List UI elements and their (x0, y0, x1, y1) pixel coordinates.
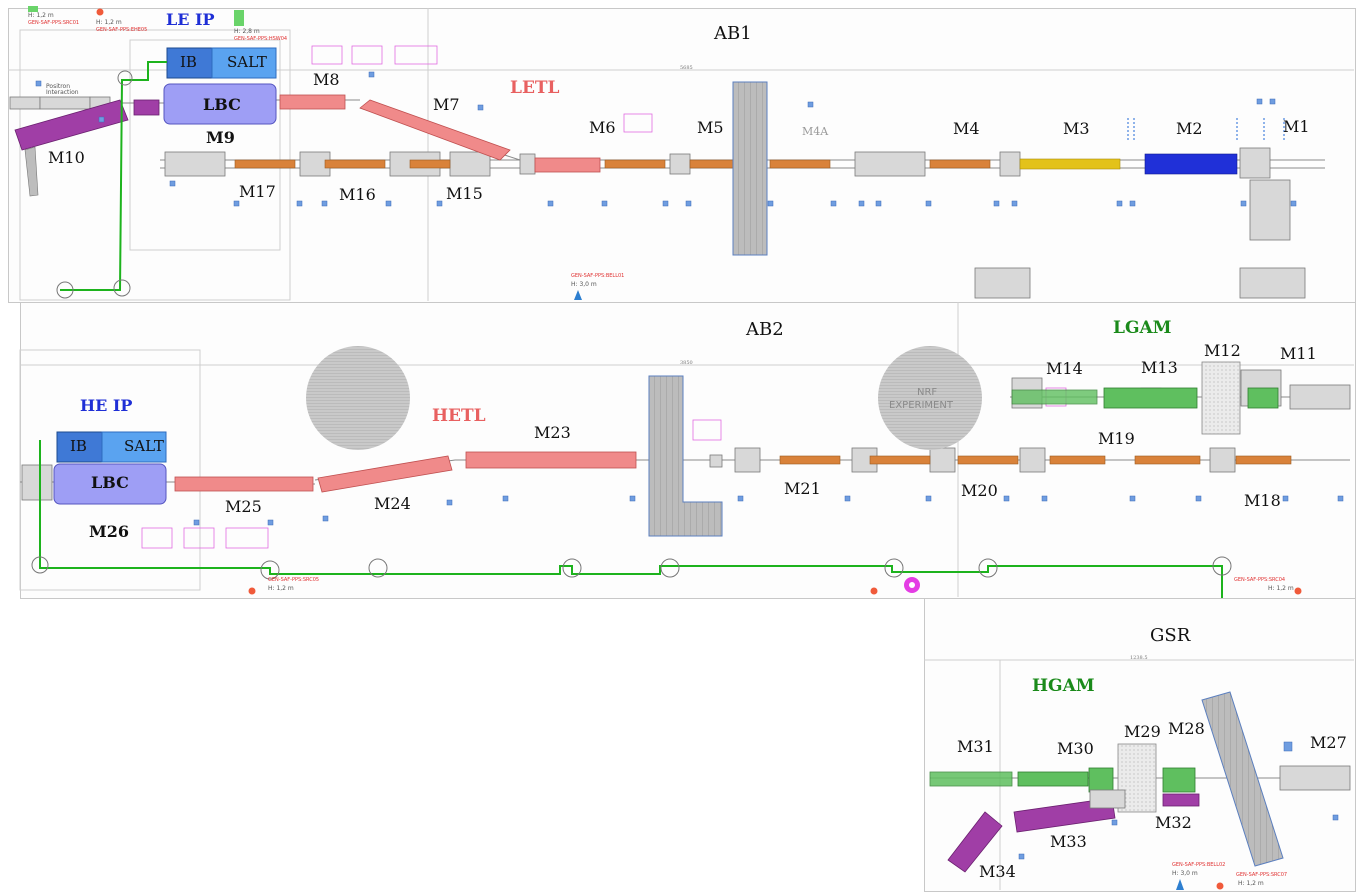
module-m16: M16 (339, 185, 376, 204)
hall-ab2 (20, 302, 1356, 599)
module-m10: M10 (48, 148, 85, 167)
module-m18: M18 (1244, 491, 1281, 510)
ann-h12c: H: 1,2 m (268, 585, 294, 592)
module-m6: M6 (589, 118, 616, 137)
module-m7: M7 (433, 95, 460, 114)
ann-ehe05: GEN-SAF-PPS:EHE05 (96, 27, 148, 33)
ann-h12d: H: 1,2 m (1268, 585, 1294, 592)
module-m24: M24 (374, 494, 411, 513)
module-m29: M29 (1124, 722, 1161, 741)
letl-label: LETL (510, 78, 560, 98)
he-ib-label: IB (70, 437, 87, 455)
hgam-label: HGAM (1032, 676, 1095, 696)
module-m8: M8 (313, 70, 340, 89)
experiment-label: EXPERIMENT (889, 400, 953, 411)
ann-h30b: H: 3,0 m (1172, 870, 1198, 877)
module-m30: M30 (1057, 739, 1094, 758)
ann-m4a: M4A (802, 125, 829, 138)
module-m12: M12 (1204, 341, 1241, 360)
ann-h28: H: 2,8 m (234, 28, 260, 35)
module-m5: M5 (697, 118, 724, 137)
ann-src05: GEN-SAF-PPS:SRC05 (268, 577, 320, 583)
module-m28: M28 (1168, 719, 1205, 738)
hall-ab1-label: AB1 (714, 23, 752, 44)
dim-ab2: 3850 (680, 360, 693, 366)
module-m27: M27 (1310, 733, 1347, 752)
he-salt-label: SALT (124, 437, 164, 455)
he-m26-label: M26 (89, 522, 129, 541)
ann-src07: GEN-SAF-PPS:SRC07 (1236, 872, 1288, 878)
dim-ab1: 5685 (680, 65, 693, 71)
hall-ab2-label: AB2 (746, 319, 784, 340)
hetl-label: HETL (432, 406, 486, 426)
module-m20: M20 (961, 481, 998, 500)
module-m4: M4 (953, 119, 980, 138)
le-salt-label: SALT (227, 53, 267, 71)
module-m1: M1 (1283, 117, 1310, 136)
module-m15: M15 (446, 184, 483, 203)
le-ip-title: LE IP (166, 10, 215, 29)
le-ib-label: IB (180, 53, 197, 71)
module-m25: M25 (225, 497, 262, 516)
module-m23: M23 (534, 423, 571, 442)
ann-h12e: H: 1,2 m (1238, 880, 1264, 887)
ann-h30a: H: 3,0 m (571, 281, 597, 288)
le-lbc-label: LBC (203, 95, 241, 114)
ann-bell02: GEN-SAF-PPS:BELL02 (1172, 862, 1226, 868)
ann-src01: GEN-SAF-PPS:SRC01 (28, 20, 80, 26)
dim-gsr: 1238.5 (1130, 655, 1148, 661)
module-m33: M33 (1050, 832, 1087, 851)
ann-src04: GEN-SAF-PPS:SRC04 (1234, 577, 1286, 583)
ann-positron: Positron (46, 83, 71, 90)
module-m2: M2 (1176, 119, 1203, 138)
module-m19: M19 (1098, 429, 1135, 448)
he-ip-title: HE IP (80, 396, 133, 415)
ann-h12a: H: 1,2 m (28, 12, 54, 19)
module-m14: M14 (1046, 359, 1083, 378)
module-m13: M13 (1141, 358, 1178, 377)
module-m34: M34 (979, 862, 1016, 881)
module-m11: M11 (1280, 344, 1317, 363)
lgam-label: LGAM (1113, 318, 1172, 338)
module-m31: M31 (957, 737, 994, 756)
module-m3: M3 (1063, 119, 1090, 138)
le-m9-label: M9 (206, 128, 235, 147)
hall-gsr-label: GSR (1150, 625, 1191, 646)
ann-interaction: Interaction (46, 89, 79, 96)
module-m17: M17 (239, 182, 276, 201)
he-lbc-label: LBC (91, 473, 129, 492)
module-m32: M32 (1155, 813, 1192, 832)
nrf-label: NRF (917, 387, 938, 398)
ann-h12b: H: 1,2 m (96, 19, 122, 26)
ann-hsw04: GEN-SAF-PPS:HSW04 (234, 36, 288, 42)
ann-bell01: GEN-SAF-PPS:BELL01 (571, 273, 625, 279)
module-m21: M21 (784, 479, 821, 498)
